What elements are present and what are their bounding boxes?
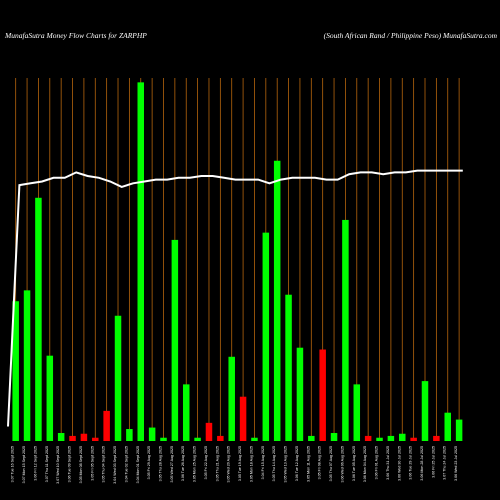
x-tick-label: 3.05 Wed 13 Aug 2025 <box>284 446 288 483</box>
money-flow-bar <box>444 412 451 441</box>
x-tick-label: 3.07 Thu 11 Sept 2025 <box>45 446 49 482</box>
x-tick-label: 3.07 Tue 16 Sept 2025 <box>11 446 15 482</box>
x-tick-label: 3.06 Tue 09 Sept 2025 <box>68 446 72 482</box>
x-tick-label: 3.05 Thu 04 Sept 2025 <box>102 446 106 483</box>
money-flow-bar <box>376 437 383 441</box>
x-tick-label: 3.05 Fri 05 Sept 2025 <box>90 446 94 481</box>
money-flow-bar <box>285 294 292 441</box>
money-flow-bar <box>137 82 144 442</box>
money-flow-bars <box>12 82 463 442</box>
x-tick-label: 3.06 Tue 05 Aug 2025 <box>352 446 356 481</box>
x-tick-label: 3.04 Mon 01 Sept 2025 <box>136 446 140 483</box>
x-tick-label: 3.06 Tue 26 Aug 2025 <box>181 446 185 481</box>
money-flow-bar <box>182 384 190 441</box>
money-flow-bar <box>319 349 326 441</box>
x-tick-label: 3.05 Mon 08 Sept 2025 <box>79 446 83 483</box>
x-tick-label: 3.07 Wed 10 Sept 2025 <box>56 446 60 484</box>
x-tick-label: 3.06 Wed 06 Aug 2025 <box>340 446 344 483</box>
money-flow-bar <box>92 437 99 441</box>
x-tick-label: 3.06 Mon 28 Jul 2025 <box>420 446 424 481</box>
money-flow-bar <box>262 232 270 441</box>
money-flow-bar <box>342 219 349 441</box>
x-tick-label: 3.05 Wed 20 Aug 2025 <box>227 446 231 483</box>
x-tick-label: 3.05 Fri 08 Aug 2025 <box>318 446 322 479</box>
chart-header-right: (South African Rand / Philippine Peso) M… <box>324 31 498 40</box>
money-flow-bar <box>330 433 338 441</box>
money-flow-bar <box>57 433 65 441</box>
money-flow-bar <box>148 427 156 441</box>
x-tick-label: 3.07 Mon 15 Sept 2025 <box>22 446 26 483</box>
money-flow-bar <box>239 396 247 441</box>
money-flow-bar <box>296 347 304 441</box>
x-tick-label: 3.05 Wed 27 Aug 2025 <box>170 446 174 483</box>
x-tick-label: 3.06 Wed 30 Jul 2025 <box>397 446 401 481</box>
money-flow-bar <box>421 381 429 441</box>
x-tick-label: 3.04 Fri 15 Aug 2025 <box>261 446 265 479</box>
money-flow-bar <box>80 433 88 441</box>
money-flow-bar <box>35 197 42 441</box>
x-tick-label: 3.04 Tue 02 Sept 2025 <box>124 446 128 482</box>
x-tick-label: 3.06 Thu 31 Jul 2025 <box>386 446 390 480</box>
money-flow-bar <box>364 435 372 441</box>
money-flow-bar <box>194 437 201 441</box>
x-tick-label: 3.05 Fri 29 Aug 2025 <box>147 446 151 479</box>
x-tick-label: 3.04 Wed 03 Sept 2025 <box>113 446 117 484</box>
money-flow-bar <box>410 437 417 441</box>
x-tick-label: 3.06 Mon 04 Aug 2025 <box>363 446 367 482</box>
money-flow-bar <box>12 301 19 441</box>
money-flow-bar <box>455 419 463 441</box>
x-tick-label: 3.05 Thu 14 Aug 2025 <box>272 446 276 481</box>
money-flow-bar <box>126 429 133 441</box>
money-flow-bar <box>399 433 406 441</box>
money-flow-bar <box>251 437 258 441</box>
money-flow-bar <box>160 437 167 441</box>
money-flow-bar <box>171 239 179 441</box>
x-tick-label: 3.06 Wed 23 Jul 2025 <box>454 446 458 481</box>
x-tick-label: 3.05 Tue 19 Aug 2025 <box>238 446 242 481</box>
money-flow-bar <box>23 290 31 441</box>
money-flow-bar <box>114 315 122 441</box>
money-flow-bar <box>46 355 54 441</box>
x-tick-label: 3.06 Fri 12 Sept 2025 <box>33 446 37 481</box>
x-axis-tick-labels: 3.07 Tue 16 Sept 2025 3.07 Mon 15 Sept 20… <box>11 446 458 484</box>
x-tick-label: 3.06 Tue 12 Aug 2025 <box>295 446 299 481</box>
x-tick-label: 3.05 Thu 07 Aug 2025 <box>329 446 333 481</box>
money-flow-bar <box>69 435 76 441</box>
money-flow-bar <box>217 435 224 441</box>
x-tick-label: 3.06 Fri 01 Aug 2025 <box>375 446 379 479</box>
money-flow-bar <box>228 356 235 441</box>
x-tick-label: 3.05 Thu 21 Aug 2025 <box>215 446 219 481</box>
x-tick-label: 3.05 Mon 25 Aug 2025 <box>193 446 197 482</box>
money-flow-bar <box>205 422 213 441</box>
money-flow-bar <box>433 435 440 441</box>
x-tick-label: 3.06 Tue 29 Jul 2025 <box>409 446 413 480</box>
x-tick-label: 3.05 Fri 22 Aug 2025 <box>204 446 208 479</box>
price-line <box>7 169 463 427</box>
x-tick-label: 3.05 Mon 11 Aug 2025 <box>306 446 310 482</box>
money-flow-bar <box>353 384 361 441</box>
x-tick-label: 3.06 Fri 25 Jul 2025 <box>431 446 435 478</box>
money-flow-bar <box>387 435 395 441</box>
x-tick-label: 3.07 Thu 24 Jul 2025 <box>443 446 447 480</box>
money-flow-bar <box>103 410 110 441</box>
money-flow-bar <box>273 160 281 441</box>
x-tick-label: 3.05 Mon 18 Aug 2025 <box>249 446 253 482</box>
chart-header-left: MunafaSutra Money Flow Charts for ZARPHP <box>4 31 147 40</box>
money-flow-bar <box>308 435 315 441</box>
x-tick-label: 3.05 Thu 28 Aug 2025 <box>158 446 162 481</box>
